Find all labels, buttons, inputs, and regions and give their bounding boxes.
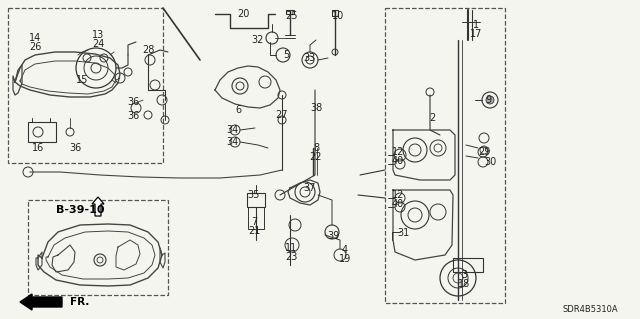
Text: 13: 13 (92, 30, 104, 40)
Text: 10: 10 (332, 11, 344, 21)
Text: B-39-10: B-39-10 (56, 205, 104, 215)
Bar (286, 10, 294, 14)
Text: 30: 30 (484, 157, 496, 167)
Text: 2: 2 (429, 113, 435, 123)
Text: 23: 23 (285, 252, 297, 262)
FancyArrow shape (20, 294, 62, 310)
Text: 9: 9 (485, 95, 491, 105)
Text: 17: 17 (470, 29, 482, 39)
Bar (247, 193, 265, 207)
Text: FR.: FR. (70, 297, 90, 307)
Text: 40: 40 (392, 199, 404, 209)
Text: 12: 12 (392, 190, 404, 200)
Text: 38: 38 (310, 103, 322, 113)
Text: 16: 16 (32, 143, 44, 153)
Text: 25: 25 (285, 11, 298, 21)
Text: SDR4B5310A: SDR4B5310A (562, 306, 618, 315)
Text: 33: 33 (303, 53, 315, 63)
Text: 36: 36 (69, 143, 81, 153)
Text: 3: 3 (461, 270, 467, 280)
FancyArrow shape (92, 197, 104, 216)
Text: 35: 35 (248, 190, 260, 200)
Text: 39: 39 (327, 231, 339, 241)
Text: 18: 18 (458, 279, 470, 289)
Text: 6: 6 (235, 105, 241, 115)
Bar (28, 122, 56, 142)
Text: 5: 5 (283, 50, 289, 60)
Text: 32: 32 (252, 35, 264, 45)
Bar (453, 258, 483, 272)
Text: 34: 34 (226, 137, 238, 147)
Text: 24: 24 (92, 39, 104, 49)
Text: 22: 22 (310, 152, 323, 162)
Text: 26: 26 (29, 42, 41, 52)
Text: 29: 29 (478, 147, 490, 157)
Bar (385, 8, 505, 303)
Bar (332, 10, 338, 16)
Text: 7: 7 (251, 217, 257, 227)
Text: 12: 12 (392, 147, 404, 157)
Text: 28: 28 (142, 45, 154, 55)
Text: 36: 36 (127, 111, 139, 121)
Text: 1: 1 (473, 20, 479, 30)
Text: 15: 15 (76, 75, 88, 85)
Text: 27: 27 (276, 110, 288, 120)
Text: 37: 37 (304, 183, 316, 193)
Text: 20: 20 (237, 9, 249, 19)
Text: 36: 36 (127, 97, 139, 107)
Text: 31: 31 (397, 228, 409, 238)
Text: 34: 34 (226, 125, 238, 135)
Text: 8: 8 (313, 143, 319, 153)
Bar (8, 8, 163, 163)
Bar (28, 200, 168, 295)
Circle shape (486, 96, 494, 104)
Text: 14: 14 (29, 33, 41, 43)
Text: 40: 40 (392, 156, 404, 166)
Text: 19: 19 (339, 254, 351, 264)
Bar (248, 207, 264, 229)
Text: 11: 11 (285, 243, 297, 253)
Text: 21: 21 (248, 226, 260, 236)
Text: 4: 4 (342, 245, 348, 255)
